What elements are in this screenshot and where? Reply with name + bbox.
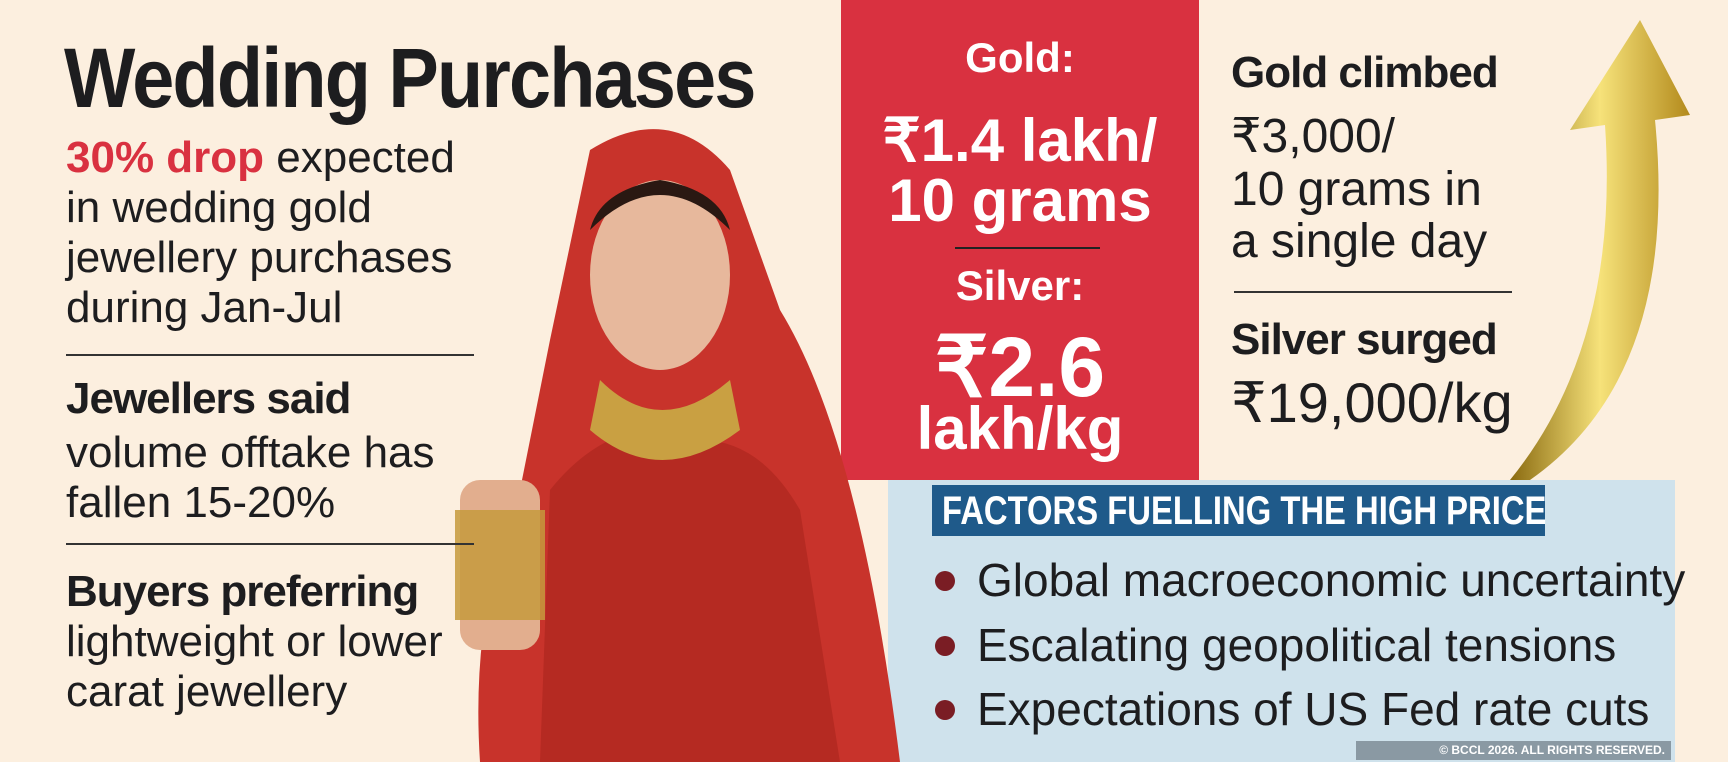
drop-rest: expected [264, 133, 455, 182]
drop-line: 30% drop expected [66, 133, 455, 183]
factor-item: Expectations of US Fed rate cuts [977, 683, 1650, 735]
watermark: © BCCL 2026. ALL RIGHTS RESERVED. [1356, 741, 1671, 760]
gold-price: ₹1.4 lakh/ [882, 107, 1158, 174]
jewellers-line: volume offtake has [66, 428, 435, 477]
gold-unit: 10 grams [888, 167, 1152, 234]
factor-item: Escalating geopolitical tensions [977, 619, 1617, 671]
buyers-line: carat jewellery [66, 667, 348, 716]
gold-move-line: a single day [1231, 215, 1488, 268]
divider [1234, 291, 1512, 293]
gold-move-line: ₹3,000/ [1231, 110, 1395, 163]
buyers-line: lightweight or lower [66, 617, 443, 666]
bullet-icon [935, 700, 955, 720]
drop-highlight: 30% drop [66, 133, 265, 182]
factors-heading-box: FACTORS FUELLING THE HIGH PRICE [932, 485, 1547, 536]
drop-line: during Jan-Jul [66, 283, 343, 332]
gold-move-line: 10 grams in [1231, 163, 1482, 216]
gold-label: Gold: [965, 34, 1075, 81]
jewellers-heading: Jewellers said [66, 374, 351, 423]
silver-price: ₹2.6 [934, 320, 1106, 414]
factors-heading: FACTORS FUELLING THE HIGH PRICE [942, 489, 1547, 533]
factor-item: Global macroeconomic uncertainty [977, 554, 1686, 606]
silver-move-heading: Silver surged [1231, 315, 1498, 364]
up-arrow-icon [1510, 20, 1690, 480]
price-panel [841, 0, 1199, 480]
divider [66, 354, 474, 356]
silver-unit: lakh/kg [916, 395, 1124, 462]
bullet-icon [935, 636, 955, 656]
divider [955, 247, 1100, 249]
silver-label: Silver: [955, 262, 1085, 309]
jewellers-line: fallen 15-20% [66, 478, 336, 527]
divider [66, 543, 474, 545]
buyers-heading: Buyers preferring [66, 567, 419, 616]
gold-move-heading: Gold climbed [1231, 48, 1499, 97]
bride-image [455, 129, 900, 762]
bullet-icon [935, 571, 955, 591]
drop-line: jewellery purchases [66, 233, 453, 282]
drop-line: in wedding gold [66, 183, 372, 232]
silver-move-value: ₹19,000/kg [1231, 371, 1513, 434]
page-title: Wedding Purchases [64, 31, 756, 125]
